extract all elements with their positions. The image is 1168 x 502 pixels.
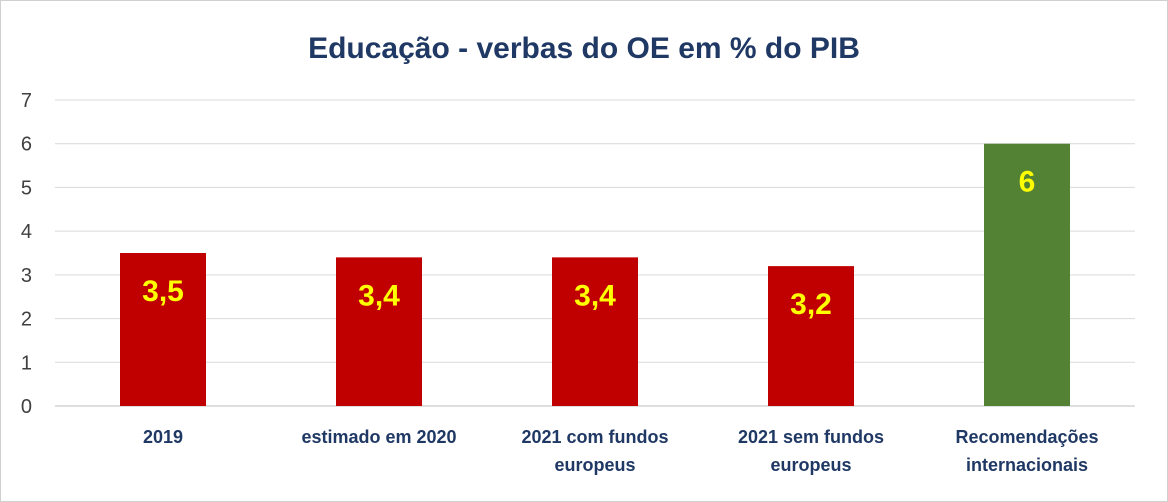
- x-tick-label: Recomendações internacionais: [955, 427, 1098, 475]
- y-tick-label: 7: [21, 90, 32, 112]
- bar: [336, 257, 422, 406]
- y-tick-label: 1: [21, 352, 32, 374]
- y-tick-label: 3: [21, 265, 32, 287]
- y-tick-label: 2: [21, 309, 32, 331]
- bar: [552, 257, 638, 406]
- y-tick-label: 5: [21, 177, 32, 199]
- bar: [120, 253, 206, 406]
- data-label: 3,5: [142, 275, 184, 308]
- x-axis-ticks: 2019 estimado em 2020 2021 com fundos europ…: [143, 427, 1099, 475]
- x-tick-label: 2021 com fundos europeus: [521, 427, 668, 475]
- data-label: 3,4: [574, 279, 616, 312]
- bar: [984, 143, 1070, 406]
- y-tick-label: 0: [21, 396, 32, 418]
- x-tick-label: 2019: [143, 427, 183, 447]
- chart-title: Educação - verbas do OE em % do PIB: [308, 32, 860, 65]
- data-labels: 3,5 3,4 3,4 3,2 6: [142, 166, 1035, 321]
- bar: [768, 266, 854, 406]
- data-label: 3,4: [358, 279, 400, 312]
- data-label: 3,2: [790, 288, 832, 321]
- x-tick-label: 2021 sem fundos europeus: [738, 427, 884, 475]
- data-label: 6: [1019, 166, 1036, 199]
- x-tick-label: estimado em 2020: [301, 427, 456, 447]
- bars: [120, 143, 1070, 406]
- y-tick-label: 6: [21, 134, 32, 156]
- y-axis-ticks: 0 1 2 3 4 5 6 7: [21, 90, 32, 418]
- y-tick-label: 4: [21, 221, 32, 243]
- gridlines: [55, 99, 1135, 407]
